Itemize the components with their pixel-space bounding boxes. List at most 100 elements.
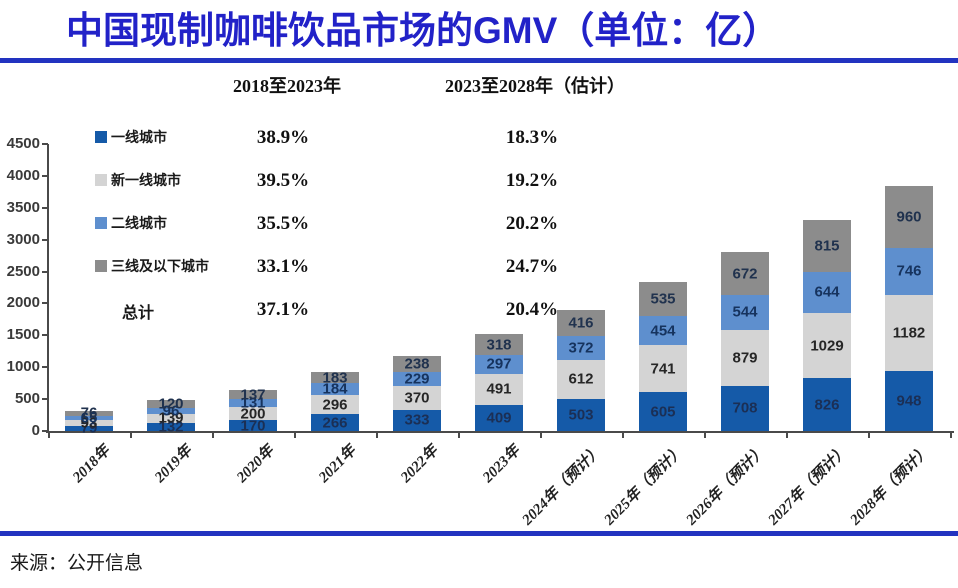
legend-item-tier2: 二线城市 bbox=[95, 215, 167, 232]
bar-segment bbox=[311, 371, 359, 384]
bar-value-label: 708 bbox=[732, 399, 758, 417]
bar-value-label: 131 bbox=[240, 394, 266, 412]
tier1-swatch-icon bbox=[95, 131, 107, 143]
y-axis-label: 0 bbox=[31, 422, 40, 439]
bar-segment bbox=[475, 354, 523, 374]
y-axis-label: 3500 bbox=[6, 198, 40, 216]
legend-item-tier1: 一线城市 bbox=[95, 129, 167, 146]
bar-segment bbox=[475, 334, 523, 355]
bar-value-label: 672 bbox=[732, 265, 758, 283]
y-axis-tick bbox=[42, 270, 48, 273]
bar-segment bbox=[885, 186, 933, 248]
cagr-2023-2028-tier3: 24.7% bbox=[505, 256, 559, 277]
legend-label: 新一线城市 bbox=[111, 174, 181, 189]
new-tier1-swatch-icon bbox=[95, 174, 107, 186]
bar-value-label: 948 bbox=[896, 392, 922, 410]
bar-segment bbox=[885, 247, 933, 296]
bar-segment bbox=[639, 392, 687, 431]
x-axis-tick bbox=[622, 433, 624, 438]
bar-segment bbox=[721, 252, 769, 296]
gmv-stacked-bar-chart: 0 500 1000 1500 2000 2500 3000 3500 4000 4500 79 93… bbox=[6, 135, 954, 529]
bar-segment bbox=[885, 295, 933, 371]
bar-value-label: 65 bbox=[80, 409, 98, 427]
bar-segment bbox=[721, 385, 769, 431]
bar-value-label: 93 bbox=[80, 414, 98, 432]
x-axis-label: 2026年（预计） bbox=[683, 442, 770, 529]
bar-segment bbox=[393, 386, 441, 410]
bar-segment bbox=[803, 219, 851, 272]
bar-segment bbox=[147, 413, 195, 423]
tier3-swatch-icon bbox=[95, 260, 107, 272]
cagr-2018-2023-total: 37.1% bbox=[256, 299, 310, 320]
bar-value-label: 826 bbox=[814, 396, 840, 414]
x-axis-tick bbox=[950, 433, 952, 438]
bar-value-label: 266 bbox=[322, 414, 348, 432]
y-axis-label: 4500 bbox=[6, 135, 40, 152]
y-axis-line bbox=[47, 144, 49, 433]
bar-segment bbox=[65, 420, 113, 426]
bar-segment bbox=[803, 378, 851, 431]
bar-segment bbox=[393, 371, 441, 387]
x-axis-tick bbox=[786, 433, 788, 438]
y-axis-tick bbox=[42, 430, 48, 432]
y-axis-tick bbox=[42, 143, 48, 145]
bar-segment bbox=[311, 414, 359, 431]
x-axis-label: 2023年 bbox=[479, 442, 524, 486]
bar-value-label: 535 bbox=[650, 290, 676, 308]
cagr-2018-2023-tier3: 33.1% bbox=[256, 256, 310, 277]
cagr-2018-2023-tier1: 38.9% bbox=[256, 127, 310, 148]
bar-value-label: 491 bbox=[486, 380, 512, 398]
x-axis-tick bbox=[458, 433, 460, 438]
y-axis-tick bbox=[42, 174, 48, 177]
bar-segment bbox=[147, 407, 195, 414]
y-axis-tick bbox=[42, 238, 48, 241]
bar-segment bbox=[803, 312, 851, 379]
bar-value-label: 170 bbox=[240, 417, 266, 435]
cagr-2023-2028-new-tier1: 19.2% bbox=[505, 170, 559, 191]
x-axis-tick bbox=[704, 433, 706, 438]
legend-item-tier3: 三线及以下城市 bbox=[95, 258, 209, 275]
x-axis-tick bbox=[376, 433, 378, 438]
bar-value-label: 139 bbox=[158, 409, 184, 427]
bar-value-label: 183 bbox=[322, 369, 348, 387]
bar-segment bbox=[65, 411, 113, 416]
bar-segment bbox=[311, 395, 359, 415]
source-note: 来源：公开信息 bbox=[10, 553, 144, 574]
y-axis-label: 4000 bbox=[6, 166, 40, 184]
y-axis-tick bbox=[42, 302, 48, 305]
bar-segment bbox=[803, 271, 851, 313]
bar-segment bbox=[557, 336, 605, 360]
bar-segment bbox=[65, 425, 113, 431]
bar-segment bbox=[721, 329, 769, 386]
bar-value-label: 79 bbox=[80, 419, 98, 437]
bar-value-label: 96 bbox=[162, 402, 180, 420]
y-axis-label: 2000 bbox=[6, 294, 40, 312]
bar-segment bbox=[721, 295, 769, 330]
x-axis-label: 2020年 bbox=[233, 442, 278, 486]
bar-value-label: 879 bbox=[732, 349, 758, 367]
x-axis-tick bbox=[868, 433, 870, 438]
bar-segment bbox=[639, 345, 687, 393]
y-axis-label: 3000 bbox=[6, 230, 40, 248]
bar-value-label: 137 bbox=[240, 386, 266, 404]
cagr-2023-2028-tier1: 18.3% bbox=[505, 127, 559, 148]
bar-segment bbox=[229, 420, 277, 431]
x-axis-label: 2024年（预计） bbox=[519, 442, 606, 529]
x-axis-label: 2019年 bbox=[151, 442, 196, 486]
bar-value-label: 296 bbox=[322, 396, 348, 414]
x-axis-label: 2021年 bbox=[315, 442, 360, 486]
cagr-2023-2028-total: 20.4% bbox=[505, 299, 559, 320]
bar-segment bbox=[65, 415, 113, 421]
bar-segment bbox=[229, 390, 277, 400]
bar-value-label: 132 bbox=[158, 418, 184, 436]
period-header-2023-2028: 2023至2028年（估计） bbox=[445, 76, 625, 96]
footer-divider bbox=[0, 531, 958, 536]
bar-segment bbox=[147, 422, 195, 431]
x-axis-line bbox=[46, 431, 954, 433]
y-axis-tick bbox=[42, 334, 48, 337]
bar-value-label: 184 bbox=[322, 380, 348, 398]
bar-value-label: 503 bbox=[568, 406, 594, 424]
legend-item-new-tier1: 新一线城市 bbox=[95, 172, 181, 189]
legend-label: 一线城市 bbox=[111, 131, 167, 146]
